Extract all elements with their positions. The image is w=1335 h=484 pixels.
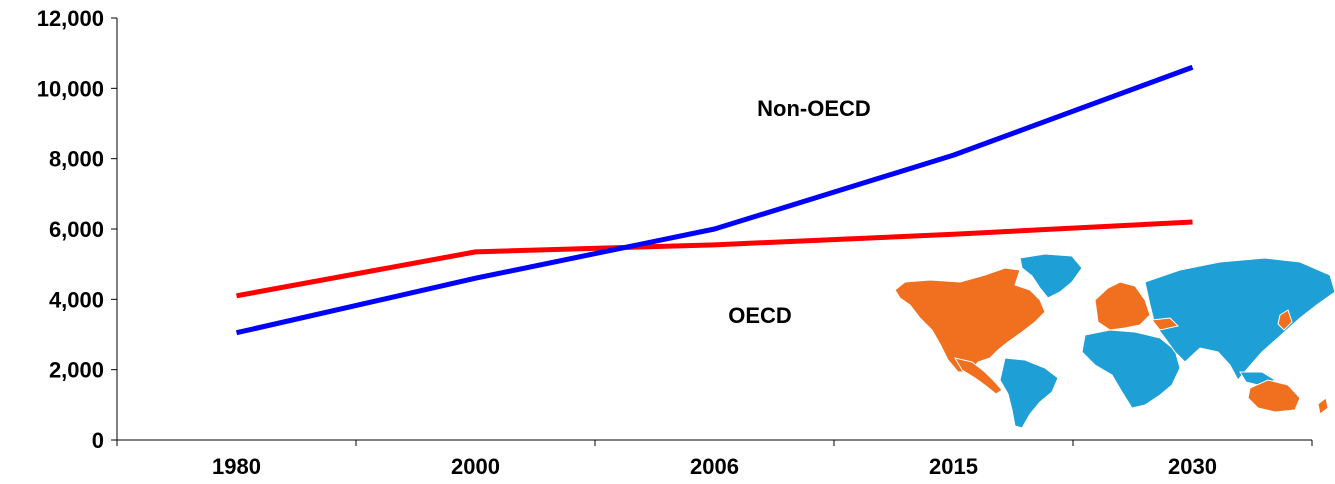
map-south-america xyxy=(999,357,1059,429)
series-line-oecd xyxy=(236,219,1193,299)
series-label-non-oecd: Non-OECD xyxy=(757,96,871,121)
x-tick-label: 2000 xyxy=(451,454,500,479)
map-asia xyxy=(1144,257,1335,381)
x-tick-label: 2006 xyxy=(690,454,739,479)
series-line-non-oecd xyxy=(235,64,1194,336)
map-australia xyxy=(1247,379,1301,413)
map-north-america xyxy=(894,267,1046,373)
y-tick-label: 8,000 xyxy=(49,147,104,172)
y-tick-label: 10,000 xyxy=(37,76,104,101)
series-group xyxy=(235,64,1194,336)
y-tick-label: 4,000 xyxy=(49,287,104,312)
y-tick-label: 6,000 xyxy=(49,217,104,242)
y-tick-label: 2,000 xyxy=(49,358,104,383)
x-tick-label: 2030 xyxy=(1168,454,1217,479)
y-axis: 0 2,000 4,000 6,000 8,000 10,000 12,000 xyxy=(37,6,118,453)
x-ticks: 1980 2000 2006 2015 2030 xyxy=(116,440,1313,479)
map-africa xyxy=(1081,329,1181,409)
x-tick-label: 2015 xyxy=(929,454,978,479)
map-japan xyxy=(1277,309,1293,331)
map-turkey xyxy=(1151,317,1179,331)
map-new-zealand xyxy=(1317,397,1329,415)
y-ticks: 0 2,000 4,000 6,000 8,000 10,000 12,000 xyxy=(37,6,117,453)
map-greenland xyxy=(1019,253,1083,299)
y-tick-label: 12,000 xyxy=(37,6,104,31)
map-europe xyxy=(1094,281,1151,331)
map-central-america xyxy=(953,357,1003,395)
world-map-illustration xyxy=(894,253,1335,429)
x-tick-label: 1980 xyxy=(212,454,261,479)
x-axis: 1980 2000 2006 2015 2030 xyxy=(116,439,1313,479)
y-tick-label: 0 xyxy=(92,428,104,453)
series-label-oecd: OECD xyxy=(728,303,792,328)
